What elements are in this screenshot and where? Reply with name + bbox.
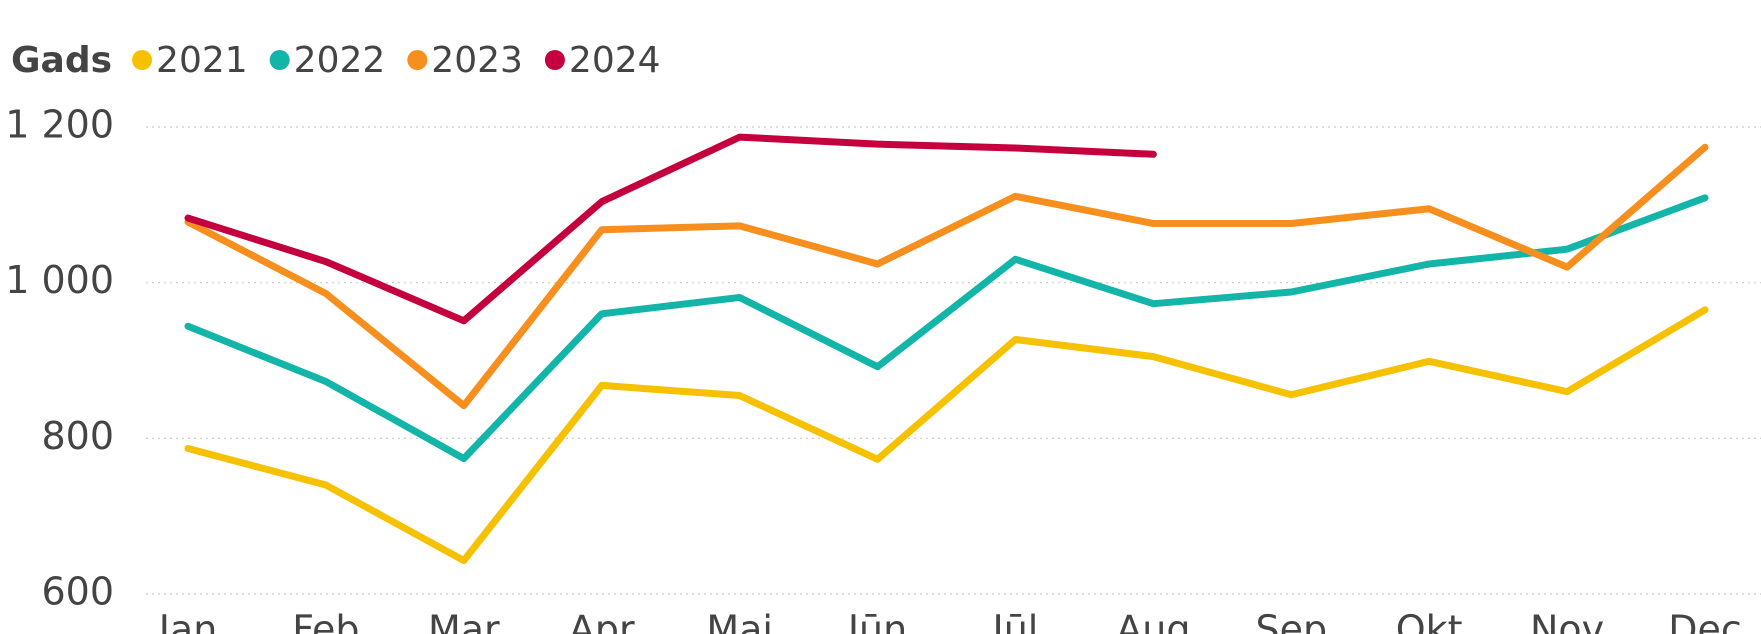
legend-label: 2023 [431, 40, 523, 81]
legend-marker [544, 50, 565, 70]
y-tick-label: 600 [41, 570, 114, 614]
x-tick-label: Mar [428, 608, 500, 634]
y-tick-label: 800 [41, 414, 114, 458]
x-tick-label: Dec [1668, 608, 1742, 634]
x-tick-label: Jūl [991, 608, 1039, 634]
x-tick-label: Sep [1255, 608, 1327, 634]
series-line [184, 133, 1157, 325]
series-line [184, 194, 1709, 463]
x-tick-label: Nov [1530, 608, 1604, 634]
y-tick-label: 1 000 [5, 258, 114, 302]
x-tick-label: Jūn [846, 608, 907, 634]
x-tick-label: Apr [569, 608, 635, 634]
x-tick-label: Feb [292, 608, 359, 634]
legend-label: 2021 [156, 40, 248, 81]
x-tick-label: Okt [1396, 608, 1463, 634]
legend-title: Gads [11, 40, 112, 81]
legend-label: 2022 [294, 40, 386, 81]
x-tick-label: Jan [157, 608, 218, 634]
series-line [184, 143, 1709, 410]
legend-marker [132, 50, 153, 70]
series-line [184, 306, 1709, 565]
x-tick-label: Aug [1116, 608, 1190, 634]
legend-marker [407, 50, 428, 70]
legend-label: 2024 [569, 40, 661, 81]
y-tick-label: 1 200 [5, 103, 114, 147]
legend-marker [269, 50, 290, 70]
x-tick-label: Mai [706, 608, 773, 634]
